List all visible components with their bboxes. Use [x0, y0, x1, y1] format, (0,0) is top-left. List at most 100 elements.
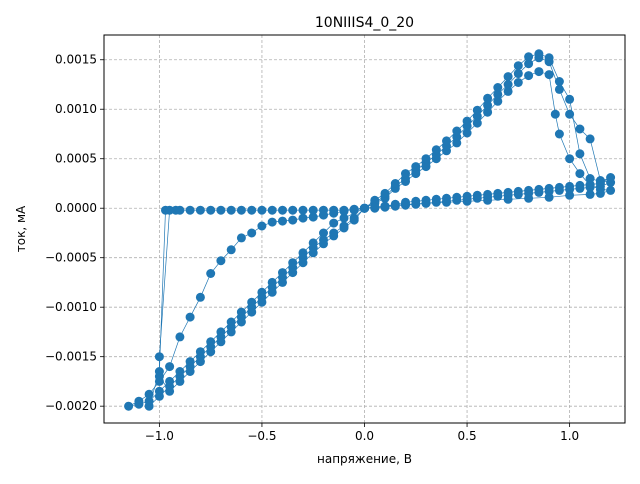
data-point: [236, 205, 246, 215]
data-point: [124, 401, 134, 411]
y-axis-label: ток, мА: [14, 205, 28, 252]
data-point: [595, 179, 605, 188]
data-point: [483, 93, 493, 103]
data-point: [550, 109, 560, 119]
data-point: [360, 203, 369, 213]
data-point: [267, 217, 277, 227]
data-point: [483, 100, 493, 110]
data-point: [216, 205, 226, 215]
axis-ticks: −1.0 −0.5 0.0 0.5 1.0 −0.0020 −0.0015 −0.0010 −0…: [45, 53, 579, 443]
x-tick-label: −1.0: [145, 429, 174, 443]
data-point: [575, 180, 585, 190]
data-point: [349, 205, 359, 215]
data-point: [513, 186, 523, 196]
data-point: [257, 205, 267, 215]
data-point: [175, 205, 185, 215]
data-point: [421, 154, 431, 164]
data-point: [585, 180, 595, 189]
data-point: [319, 205, 328, 215]
data-point: [236, 233, 246, 243]
y-tick-label: −0.0015: [45, 350, 97, 364]
data-point: [267, 205, 277, 215]
data-point: [319, 239, 328, 249]
data-point: [226, 245, 236, 255]
data-point: [278, 277, 287, 287]
data-point: [411, 162, 421, 172]
data-point: [472, 118, 482, 128]
data-point: [329, 218, 339, 228]
data-point: [247, 205, 257, 215]
data-point: [595, 188, 605, 198]
x-tick-label: 0.5: [458, 429, 477, 443]
data-point: [329, 205, 339, 215]
data-point: [513, 69, 523, 79]
data-point: [554, 77, 564, 86]
data-point: [154, 352, 164, 362]
data-point: [544, 70, 554, 80]
data-point: [544, 53, 554, 63]
data-point: [462, 116, 472, 126]
data-point: [195, 292, 205, 302]
data-point: [257, 221, 267, 231]
data-point: [585, 189, 595, 199]
y-tick-label: 0.0015: [55, 53, 97, 67]
data-point: [534, 67, 544, 77]
data-point: [226, 327, 236, 337]
data-point: [308, 248, 318, 258]
data-point: [483, 107, 493, 117]
data-point: [288, 215, 298, 225]
data-point: [503, 86, 513, 96]
data-point: [339, 205, 349, 215]
data-point: [575, 169, 585, 179]
data-point: [513, 78, 523, 87]
data-point: [544, 183, 554, 193]
data-point: [308, 205, 318, 215]
data-point: [534, 184, 544, 194]
y-tick-label: −0.0005: [45, 251, 97, 265]
data-point: [134, 396, 144, 406]
data-series: [124, 49, 616, 411]
data-point: [554, 182, 564, 192]
data-point: [565, 154, 575, 164]
data-point: [472, 105, 482, 115]
data-point: [185, 312, 195, 322]
data-point: [452, 192, 462, 202]
data-point: [493, 188, 503, 198]
data-point: [380, 188, 390, 198]
plot-area: [104, 35, 625, 423]
y-tick-label: 0.0010: [55, 102, 97, 116]
x-axis-label: напряжение, В: [317, 452, 412, 466]
data-point: [175, 376, 185, 386]
data-point: [257, 297, 267, 307]
data-point: [503, 80, 513, 89]
data-point: [370, 202, 380, 212]
data-point: [401, 169, 410, 179]
data-point: [534, 49, 544, 59]
data-point: [288, 268, 298, 278]
data-point: [339, 223, 349, 233]
data-point: [165, 205, 175, 215]
data-point: [493, 89, 503, 99]
data-point: [503, 72, 513, 82]
data-point: [339, 213, 349, 223]
data-point: [185, 205, 195, 215]
data-point: [565, 94, 575, 104]
data-point: [493, 83, 503, 92]
data-point: [154, 372, 164, 381]
data-point: [462, 128, 472, 138]
data-point: [524, 52, 534, 62]
y-tick-label: 0.0005: [55, 152, 97, 166]
data-point: [585, 134, 595, 144]
data-point: [575, 149, 585, 159]
data-point: [411, 196, 421, 206]
data-point: [421, 195, 431, 205]
data-point: [165, 386, 175, 396]
data-point: [462, 191, 472, 201]
data-point: [349, 215, 359, 225]
data-point: [247, 307, 257, 317]
data-point: [308, 212, 318, 222]
data-point: [431, 194, 441, 204]
data-point: [175, 332, 185, 342]
